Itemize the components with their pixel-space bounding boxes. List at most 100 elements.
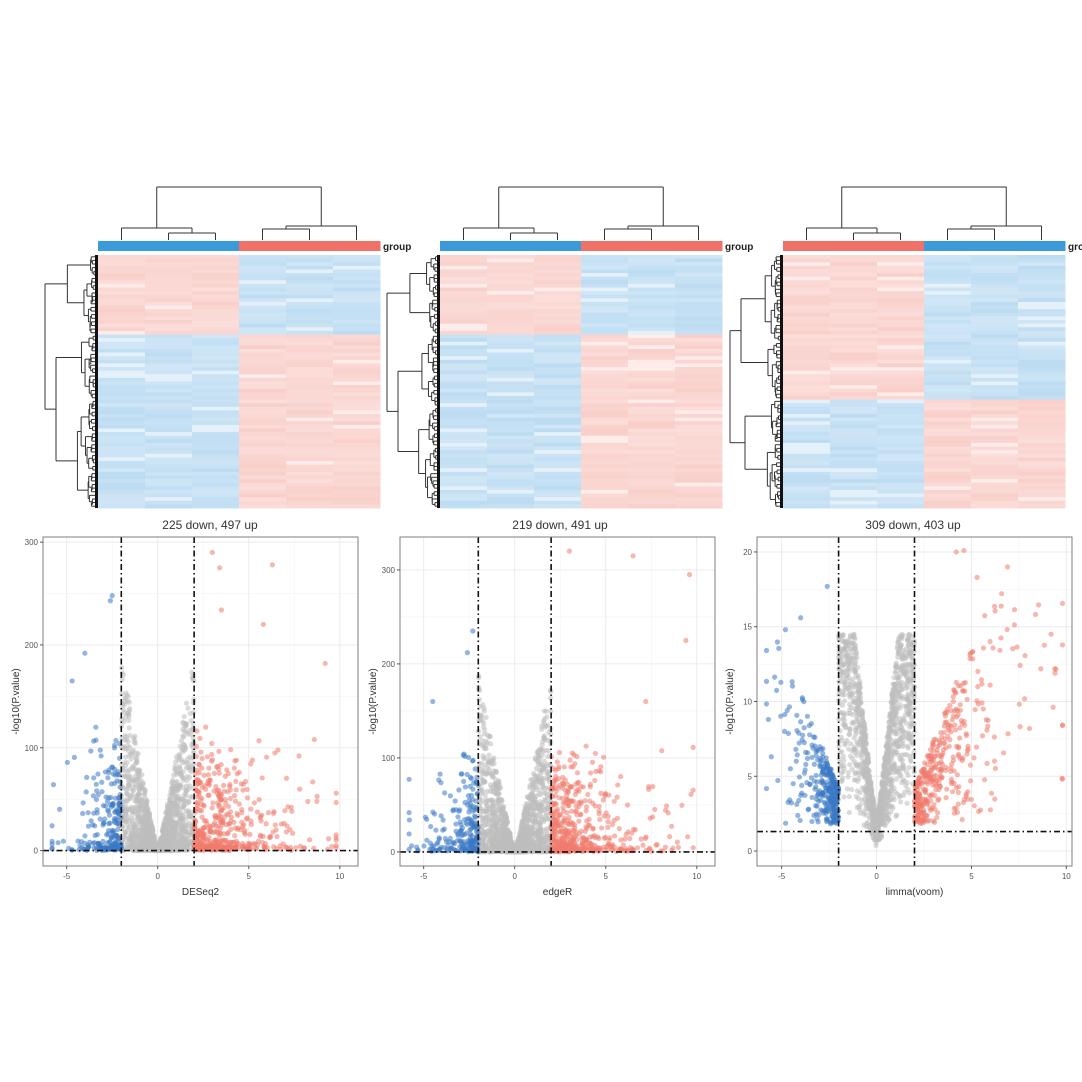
heatmap-cell (628, 421, 676, 426)
heatmap-cell (628, 265, 676, 270)
point-not-significant (121, 799, 127, 805)
point-not-significant (185, 808, 191, 814)
heatmap-cell (239, 298, 287, 303)
heatmap-cell (192, 374, 240, 379)
heatmap-cell (534, 265, 582, 270)
point-not-significant (144, 833, 150, 839)
heatmap-cell (487, 388, 535, 393)
heatmap-cell (628, 414, 676, 419)
heatmap-cell (239, 403, 287, 408)
heatmap-cell (675, 395, 723, 401)
heatmap-cell (440, 305, 488, 310)
heatmap-cell (239, 385, 287, 390)
heatmap-cell (675, 479, 723, 484)
heatmap-cell (628, 479, 676, 484)
heatmap-cell (1018, 395, 1066, 401)
heatmap-cell (877, 377, 925, 382)
heatmap-cell (440, 468, 488, 473)
heatmap-cell (675, 374, 723, 379)
point-up (265, 810, 272, 816)
heatmap-cell (628, 500, 676, 505)
group-annotation-cell (98, 241, 146, 251)
heatmap-cell (487, 450, 535, 455)
point-down (117, 798, 123, 804)
heatmap-cell (98, 298, 146, 303)
heatmap-cell (487, 338, 535, 343)
heatmap-cell (924, 489, 972, 495)
heatmap-cell (971, 428, 1019, 433)
heatmap-cell (333, 403, 381, 408)
heatmap-cell (924, 294, 972, 299)
heatmap-cell (628, 255, 676, 260)
heatmap-cell (1018, 497, 1066, 502)
heatmap-cell (534, 374, 582, 379)
point-not-significant (130, 735, 137, 741)
heatmap-cell (145, 406, 193, 411)
heatmap-cell (830, 479, 878, 484)
heatmap-cell (145, 258, 193, 263)
point-down (107, 598, 113, 604)
heatmap-cell (192, 258, 240, 263)
heatmap-cell (333, 255, 381, 260)
heatmap-cell (145, 421, 193, 426)
heatmap-cell (581, 482, 629, 487)
heatmap-cell (877, 428, 925, 433)
heatmap-cell (440, 385, 488, 390)
heatmap-cell (192, 464, 240, 469)
heatmap-cell (675, 367, 723, 372)
heatmap-cell (440, 410, 488, 415)
heatmap-cell (98, 367, 146, 372)
heatmap-cell (830, 280, 878, 285)
heatmap-cell (783, 381, 831, 386)
heatmap-cell (830, 323, 878, 328)
heatmap-cell (440, 471, 488, 476)
heatmap-cell (830, 388, 878, 393)
heatmap-cell (145, 381, 193, 386)
point-up (194, 728, 200, 734)
heatmap-cell (971, 406, 1019, 411)
heatmap-cell (192, 439, 240, 444)
heatmap-cell (192, 403, 240, 408)
heatmap-cell (581, 392, 629, 397)
heatmap-cell (440, 417, 488, 422)
heatmap-cell (830, 432, 878, 437)
heatmap-cell (581, 338, 629, 343)
heatmap-cell (440, 348, 488, 354)
heatmap-cell (192, 352, 240, 357)
heatmap-cell (534, 262, 582, 267)
heatmap-cell (487, 428, 535, 433)
heatmap-cell (830, 421, 878, 426)
heatmap-cell (145, 479, 193, 484)
heatmap-cell (534, 327, 582, 332)
heatmap-cell (877, 457, 925, 462)
heatmap-cell (581, 327, 629, 332)
heatmap-cell (1018, 276, 1066, 281)
heatmap-cell (440, 482, 488, 487)
point-not-significant (146, 844, 152, 850)
heatmap-cell (239, 294, 287, 299)
heatmap-cell (145, 262, 193, 267)
heatmap-cell (333, 432, 381, 437)
heatmap-cell (487, 489, 535, 495)
heatmap-cell (440, 359, 488, 364)
heatmap-cell (192, 294, 240, 299)
heatmap-cell (675, 457, 723, 462)
heatmap-cell (333, 497, 381, 502)
heatmap-cell (830, 298, 878, 303)
point-down (106, 839, 113, 845)
point-not-significant (136, 811, 142, 818)
heatmap-cell (534, 294, 582, 299)
heatmap-cell (971, 450, 1019, 455)
heatmap-cell (487, 385, 535, 390)
point-up (254, 809, 261, 815)
heatmap-cell (487, 370, 535, 375)
heatmap-cell (192, 309, 240, 314)
point-not-significant (179, 818, 185, 824)
heatmap-cell (581, 468, 629, 473)
heatmap-cell (286, 453, 334, 458)
point-not-significant (131, 824, 137, 831)
heatmap-cell (675, 410, 723, 415)
point-up (272, 822, 278, 828)
point-not-significant (172, 802, 179, 808)
heatmap-cell (783, 334, 831, 339)
